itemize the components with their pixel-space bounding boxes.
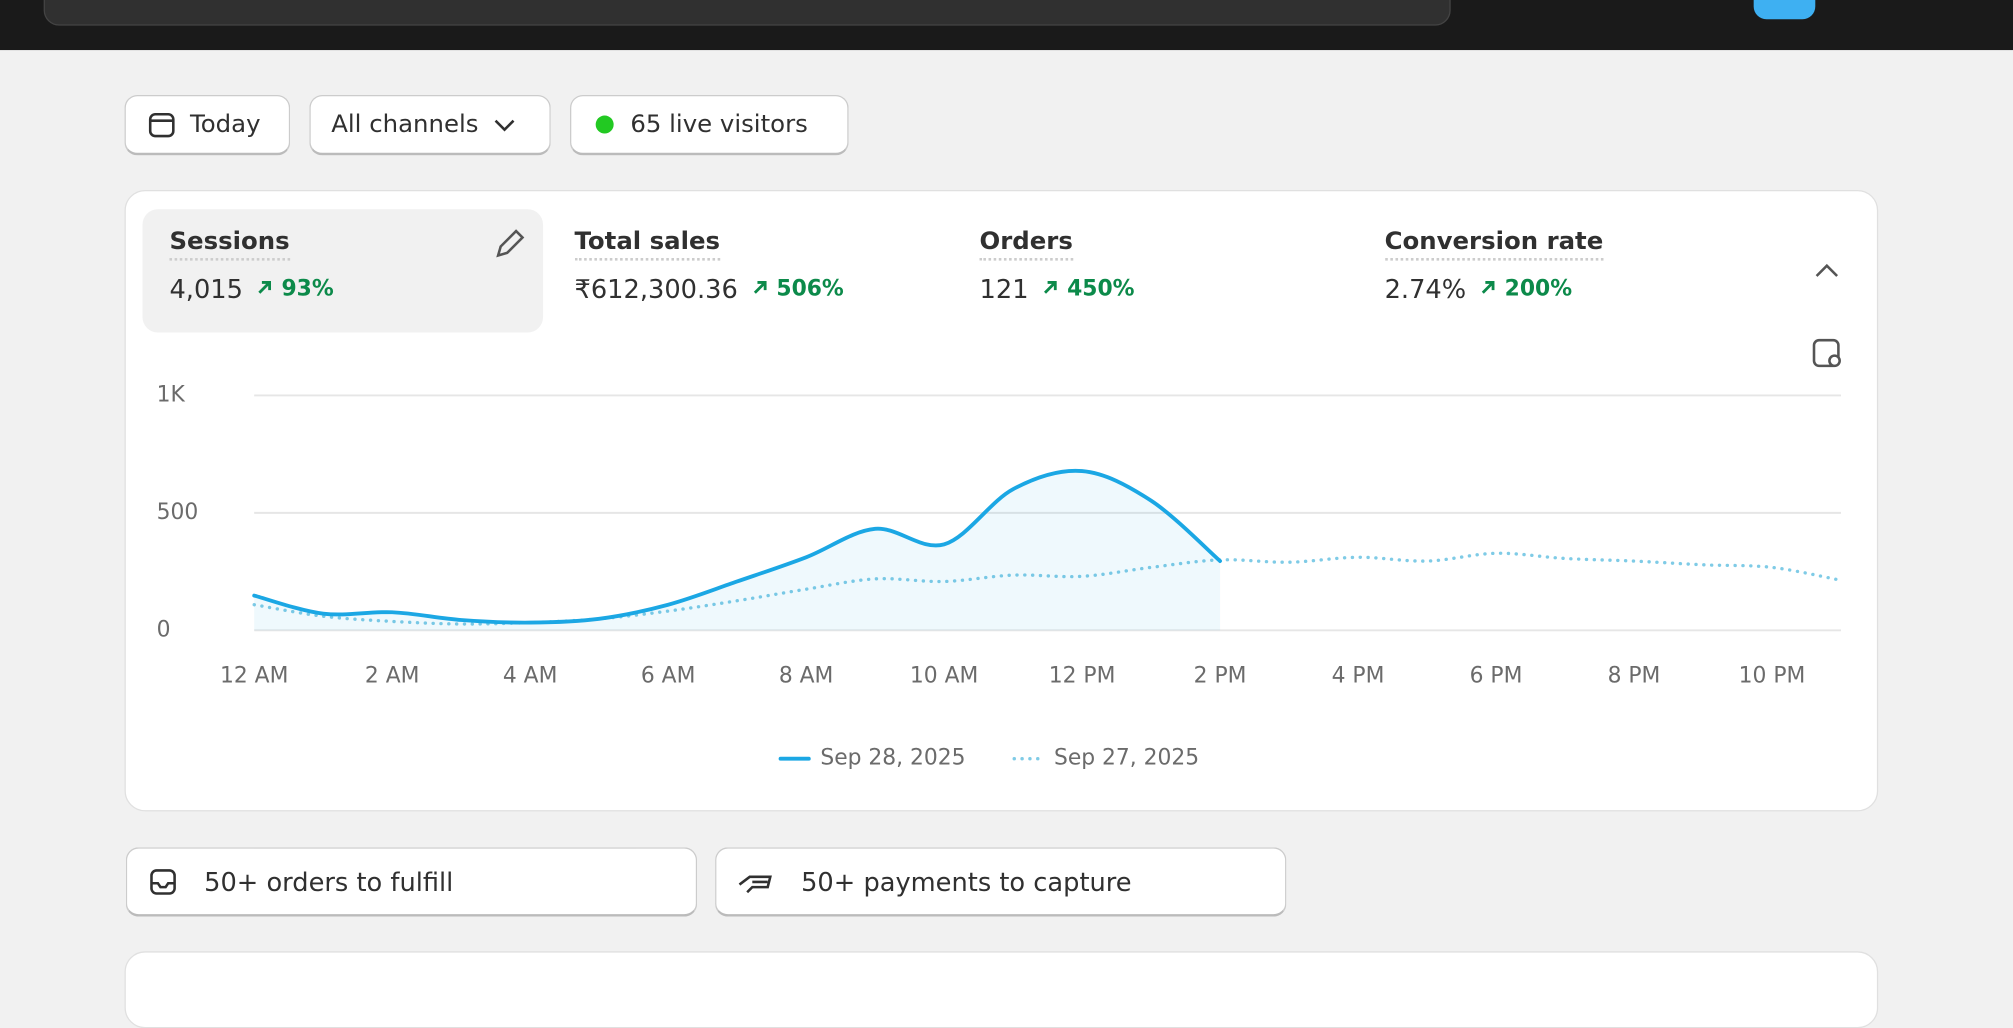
legend-label: Sep 28, 2025 [820,746,965,771]
metric-change-value: 93% [281,276,334,302]
inbox-icon [150,868,176,895]
next-card [124,951,1879,1028]
series-line [252,551,1843,626]
metric-change-value: 200% [1504,276,1573,302]
metric-value: 121 [979,273,1029,305]
date-filter[interactable]: Today [124,95,291,156]
metric-change-value: 506% [776,276,844,302]
y-tick-label: 0 [157,617,171,642]
metric[interactable]: Sessions 4,015 93% [142,209,544,333]
x-tick-label: 6 PM [1470,664,1523,689]
metrics-card [124,190,1879,812]
x-tick-label: 10 AM [910,664,978,689]
x-tick-label: 2 PM [1194,664,1247,689]
x-tick-label: 8 AM [779,664,834,689]
x-tick-label: 12 PM [1049,664,1116,689]
live-visitors[interactable]: 65 live visitors [570,95,849,156]
x-tick-label: 12 AM [220,664,288,689]
metric-change: 200% [1479,276,1572,302]
task-button[interactable]: 50+ payments to capture [715,847,1287,917]
metric-change: 506% [751,276,844,302]
x-tick-label: 2 AM [365,664,420,689]
series-area [254,470,1221,631]
metric-label: Orders [979,227,1073,261]
task-button[interactable]: 50+ orders to fulfill [125,847,698,917]
x-tick-label: 10 PM [1739,664,1806,689]
y-tick-label: 1K [157,382,186,407]
metric-label: Total sales [574,227,721,261]
chart-options-icon[interactable] [1810,336,1846,372]
metric[interactable]: Total sales ₹612,300.36 506% [548,209,949,332]
payment-icon [738,874,772,893]
up-arrow [1044,281,1057,294]
series-line [252,468,1222,625]
filter-label: 65 live visitors [630,110,808,139]
x-tick-label: 4 AM [503,664,558,689]
metric-change: 93% [256,276,334,302]
task-label: 50+ orders to fulfill [204,865,454,897]
chevron-icon [494,119,515,132]
metric-row: ₹612,300.36 506% [575,273,922,304]
edit-icon[interactable] [493,227,526,260]
metric[interactable]: Conversion rate 2.74% 200% [1358,209,1759,332]
metric-row: 2.74% 200% [1385,273,1732,304]
x-tick-label: 4 PM [1332,664,1385,689]
live-dot [595,115,614,134]
metric-row: 121 450% [980,273,1327,304]
metric-change-value: 450% [1067,276,1135,302]
search-bar[interactable] [43,0,1451,26]
metric-label: Conversion rate [1384,227,1604,261]
legend-label: Sep 27, 2025 [1054,746,1199,771]
metric[interactable]: Orders 121 450% [953,209,1354,332]
task-label: 50+ payments to capture [801,865,1132,897]
sessions-chart: 0 500 1K 12 AM 2 AM 4 AM 6 AM 8 AM 10 AM 12 PM 2 P… [157,382,1843,771]
filter-label: All channels [331,110,479,139]
channel-filter[interactable]: All channels [309,95,551,156]
x-tick-label: 8 PM [1608,664,1661,689]
up-arrow [1481,281,1495,294]
metric-value: 4,015 [169,273,243,305]
collapse-icon[interactable] [1810,257,1843,285]
up-arrow [753,281,767,294]
metric-change: 450% [1041,276,1135,302]
metric-value: ₹612,300.36 [574,273,738,305]
metric-value: 2.74% [1384,273,1467,305]
account-button[interactable] [1753,0,1816,20]
calendar-icon [148,112,175,138]
metric-row: 4,015 93% [169,273,516,304]
x-tick-label: 6 AM [641,664,696,689]
metric-label: Sessions [169,227,290,261]
filter-label: Today [190,110,261,139]
y-tick-label: 500 [157,500,199,525]
up-arrow [258,281,272,294]
